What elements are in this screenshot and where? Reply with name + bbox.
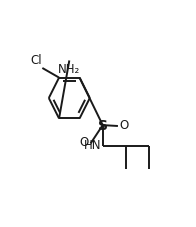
Text: NH₂: NH₂ bbox=[58, 63, 80, 76]
Text: HN: HN bbox=[84, 139, 101, 152]
Text: O: O bbox=[119, 119, 129, 133]
Text: Cl: Cl bbox=[30, 54, 42, 67]
Text: S: S bbox=[98, 119, 109, 133]
Text: O: O bbox=[80, 136, 89, 149]
